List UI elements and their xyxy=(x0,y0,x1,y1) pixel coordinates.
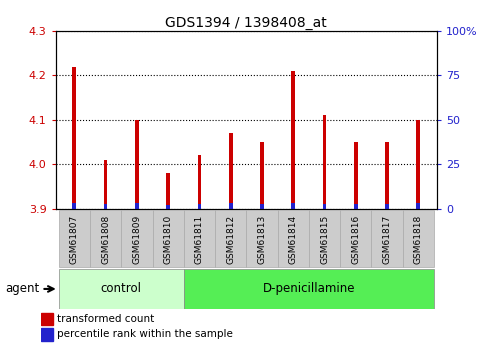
Text: GSM61807: GSM61807 xyxy=(70,215,79,264)
Bar xyxy=(323,204,327,209)
Bar xyxy=(260,142,264,209)
Bar xyxy=(371,210,403,267)
Text: GSM61815: GSM61815 xyxy=(320,215,329,264)
Bar xyxy=(166,205,170,209)
Text: GSM61818: GSM61818 xyxy=(414,215,423,264)
Bar xyxy=(416,120,420,209)
Text: GSM61812: GSM61812 xyxy=(226,215,235,264)
Bar xyxy=(354,204,358,209)
Bar xyxy=(291,204,295,209)
Text: GSM61817: GSM61817 xyxy=(383,215,392,264)
Bar xyxy=(72,67,76,209)
Bar xyxy=(229,204,233,209)
Bar xyxy=(198,156,201,209)
Bar xyxy=(58,210,90,267)
Bar xyxy=(416,204,420,209)
Bar xyxy=(90,210,121,267)
Bar xyxy=(104,160,107,209)
Bar xyxy=(403,210,434,267)
Bar xyxy=(72,204,76,209)
Bar xyxy=(153,210,184,267)
Bar xyxy=(215,210,246,267)
Title: GDS1394 / 1398408_at: GDS1394 / 1398408_at xyxy=(166,16,327,30)
Bar xyxy=(291,71,295,209)
Bar xyxy=(184,210,215,267)
Bar xyxy=(246,210,278,267)
Bar xyxy=(104,204,107,209)
Text: GSM61813: GSM61813 xyxy=(257,215,267,264)
Bar xyxy=(166,173,170,209)
Bar xyxy=(385,142,389,209)
Text: GSM61810: GSM61810 xyxy=(164,215,172,264)
Bar xyxy=(41,313,53,325)
Bar xyxy=(41,328,53,341)
Text: control: control xyxy=(101,283,142,295)
Bar xyxy=(135,120,139,209)
Bar xyxy=(278,210,309,267)
Bar xyxy=(58,269,184,309)
Text: agent: agent xyxy=(5,283,39,295)
Text: GSM61814: GSM61814 xyxy=(289,215,298,264)
Text: GSM61808: GSM61808 xyxy=(101,215,110,264)
Bar xyxy=(229,133,233,209)
Bar xyxy=(135,204,139,209)
Bar xyxy=(385,204,389,209)
Text: GSM61811: GSM61811 xyxy=(195,215,204,264)
Bar xyxy=(323,116,327,209)
Bar xyxy=(198,204,201,209)
Bar xyxy=(354,142,358,209)
Text: transformed count: transformed count xyxy=(57,314,154,324)
Bar xyxy=(309,210,340,267)
Bar xyxy=(121,210,153,267)
Text: percentile rank within the sample: percentile rank within the sample xyxy=(57,329,233,339)
Text: GSM61809: GSM61809 xyxy=(132,215,142,264)
Bar xyxy=(340,210,371,267)
Text: GSM61816: GSM61816 xyxy=(351,215,360,264)
Text: D-penicillamine: D-penicillamine xyxy=(263,283,355,295)
Bar xyxy=(260,204,264,209)
Bar xyxy=(184,269,434,309)
